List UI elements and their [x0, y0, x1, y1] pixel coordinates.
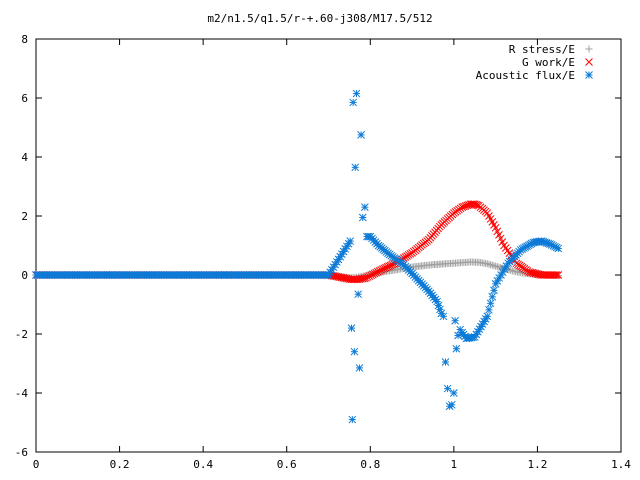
data-point: [347, 324, 356, 332]
data-point: [361, 203, 369, 212]
legend-marker: [585, 45, 593, 53]
data-point: [454, 331, 462, 340]
data-point: [474, 327, 482, 336]
data-point: [472, 200, 480, 209]
data-point: [451, 316, 459, 325]
data-point: [346, 237, 355, 245]
data-point: [447, 400, 456, 409]
legend-label: Acoustic flux/E: [476, 69, 575, 82]
data-point: [357, 131, 365, 139]
y-tick-label: 8: [21, 33, 28, 46]
data-point: [552, 271, 561, 279]
data-point: [443, 384, 452, 393]
data-point: [490, 286, 498, 295]
data-point: [531, 269, 540, 278]
series-acoustic-flux-e: [32, 89, 563, 424]
axis-ticks: 0 0.2 0.4 0.6 0.8 1 1.2 1.4 8 6 4 2 0 -2 -4 -6: [15, 33, 632, 471]
data-point: [354, 290, 363, 299]
y-tick-label: 6: [21, 92, 28, 105]
y-tick-label: -4: [15, 387, 29, 400]
data-point: [554, 271, 563, 279]
data-point: [485, 305, 493, 314]
plot-frame: [35, 38, 622, 453]
x-tick-label: 1.2: [527, 458, 547, 471]
data-point: [533, 270, 541, 278]
data-point: [488, 292, 497, 301]
data-point: [528, 268, 537, 277]
legend-label: G work/E: [522, 56, 575, 69]
y-tick-label: -2: [15, 328, 28, 341]
data-marks: [32, 89, 563, 424]
data-point: [351, 163, 360, 172]
x-tick-label: 0.4: [193, 458, 213, 471]
data-point: [483, 312, 492, 321]
data-point: [439, 312, 448, 321]
x-tick-label: 0.2: [110, 458, 130, 471]
x-tick-label: 0.8: [360, 458, 380, 471]
data-point: [551, 271, 559, 279]
data-point: [450, 389, 458, 397]
y-tick-label: -6: [15, 446, 28, 459]
x-tick-label: 0.6: [277, 458, 297, 471]
x-tick-label: 0: [33, 458, 40, 471]
data-point: [525, 268, 533, 276]
data-point: [529, 269, 538, 278]
data-point: [352, 89, 361, 98]
data-point: [355, 364, 364, 372]
legend-marker: [585, 71, 593, 79]
legend-label: R stress/E: [509, 43, 575, 56]
y-tick-label: 4: [21, 151, 28, 164]
data-point: [470, 200, 479, 209]
data-point: [495, 274, 504, 282]
data-point: [526, 268, 535, 277]
data-point: [452, 344, 461, 353]
x-tick-label: 1: [451, 458, 458, 471]
y-tick-label: 0: [21, 269, 28, 282]
data-point: [350, 347, 359, 356]
y-tick-label: 2: [21, 210, 28, 223]
data-point: [349, 98, 358, 107]
data-point: [348, 415, 357, 424]
data-point: [554, 244, 563, 253]
data-point: [358, 213, 367, 222]
x-tick-label: 1.4: [611, 458, 631, 471]
data-point: [486, 299, 495, 308]
chart-title: m2/n1.5/q1.5/r-+.60-j308/M17.5/512: [207, 12, 432, 25]
data-point: [441, 358, 450, 366]
legend-marker: [585, 58, 593, 66]
series-g-work-e: [32, 200, 563, 284]
data-point: [358, 274, 367, 283]
